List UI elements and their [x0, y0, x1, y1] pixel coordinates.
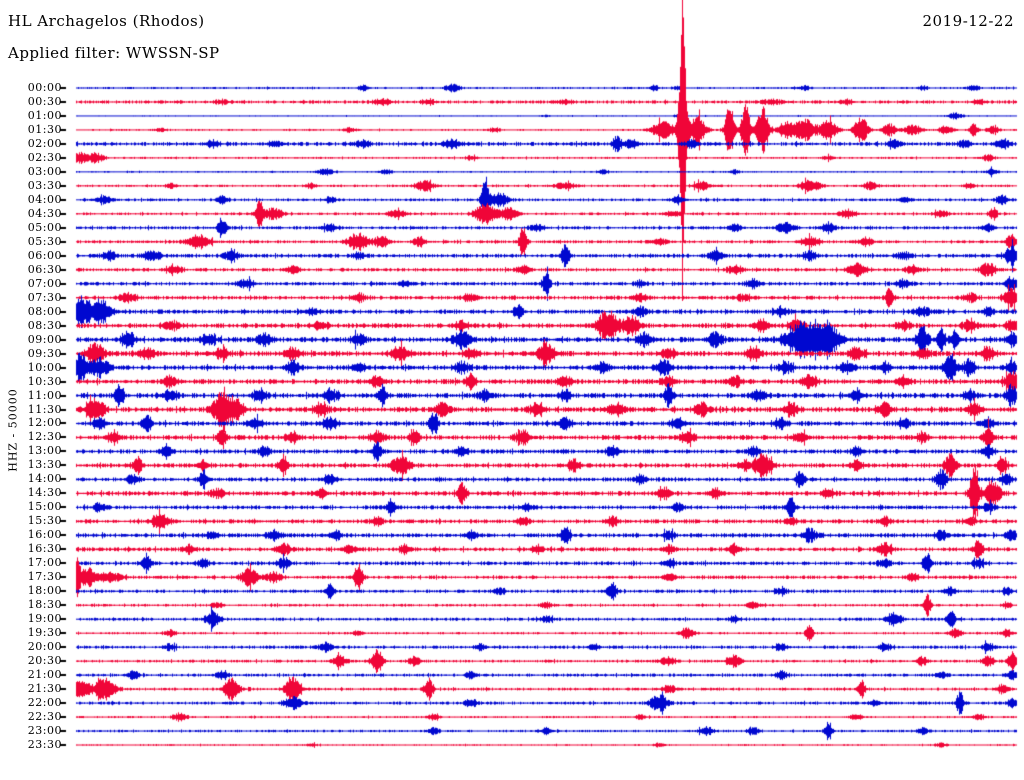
time-label: 15:00: [27, 500, 62, 514]
time-label: 01:30: [27, 122, 62, 136]
time-label: 08:00: [27, 304, 62, 318]
time-label: 09:00: [27, 332, 62, 346]
time-label: 23:30: [27, 738, 62, 751]
time-label: 16:00: [27, 528, 62, 542]
time-label-column: 00:00 00:30 01:00 01:30 02:00 02:30 03:00 03:30…: [0, 0, 64, 780]
time-label: 21:30: [27, 682, 62, 696]
time-label: 12:30: [27, 430, 62, 444]
time-label: 04:30: [27, 206, 62, 220]
time-label: 00:00: [27, 81, 62, 94]
time-label: 20:00: [27, 640, 62, 654]
time-label: 22:30: [27, 710, 62, 724]
time-label: 22:00: [27, 696, 62, 710]
time-label: 08:30: [27, 318, 62, 332]
time-label: 21:00: [27, 668, 62, 682]
station-title: HL Archagelos (Rhodos): [8, 12, 205, 30]
time-label: 06:30: [27, 262, 62, 276]
time-label: 14:30: [27, 486, 62, 500]
time-label: 12:00: [27, 416, 62, 430]
filter-label: Applied filter: WWSSN-SP: [8, 44, 220, 62]
time-label: 16:30: [27, 542, 62, 556]
time-label: 19:30: [27, 626, 62, 640]
time-label: 17:00: [27, 556, 62, 570]
time-label: 18:00: [27, 584, 62, 598]
time-label: 03:30: [27, 178, 62, 192]
time-label: 13:30: [27, 458, 62, 472]
time-label: 18:30: [27, 598, 62, 612]
time-label: 05:00: [27, 220, 62, 234]
time-label: 09:30: [27, 346, 62, 360]
time-label: 11:30: [27, 402, 62, 416]
time-label: 17:30: [27, 570, 62, 584]
time-label: 14:00: [27, 472, 62, 486]
time-label: 05:30: [27, 234, 62, 248]
time-label: 01:00: [27, 108, 62, 122]
time-label: 10:00: [27, 360, 62, 374]
time-label: 13:00: [27, 444, 62, 458]
time-label: 00:30: [27, 94, 62, 108]
time-label: 03:00: [27, 164, 62, 178]
time-label: 07:30: [27, 290, 62, 304]
time-label: 07:00: [27, 276, 62, 290]
time-label: 06:00: [27, 248, 62, 262]
time-label: 23:00: [27, 724, 62, 738]
time-label: 10:30: [27, 374, 62, 388]
time-label: 04:00: [27, 192, 62, 206]
date-label: 2019-12-22: [922, 12, 1014, 30]
time-label: 02:00: [27, 136, 62, 150]
time-label: 02:30: [27, 150, 62, 164]
time-label: 15:30: [27, 514, 62, 528]
time-label: 19:00: [27, 612, 62, 626]
time-label: 20:30: [27, 654, 62, 668]
time-label: 11:00: [27, 388, 62, 402]
